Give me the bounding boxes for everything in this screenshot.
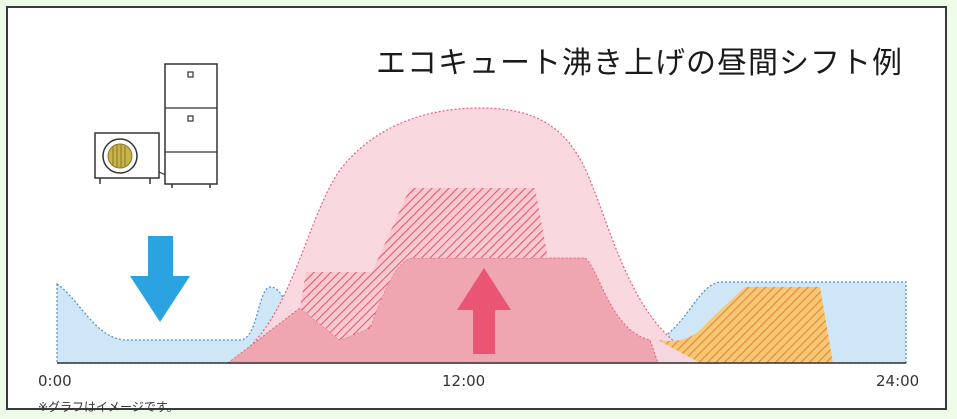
daytime-surplus-hatch — [300, 188, 548, 340]
shifted-heating-area — [226, 257, 659, 364]
diagram-title: エコキュート沸き上げの昼間シフト例 — [376, 46, 903, 81]
x-tick-end: 24:00 — [876, 372, 920, 390]
heat-pump-unit-icon — [94, 132, 169, 184]
footnote: ※グラフはイメージです。 — [38, 400, 179, 414]
evening-shift-hatch — [658, 287, 833, 363]
x-tick-mid: 12:00 — [442, 372, 486, 390]
down-arrow-icon — [130, 236, 190, 322]
up-arrow-icon — [457, 268, 511, 354]
storage-tank-icon — [164, 63, 218, 188]
x-tick-start: 0:00 — [38, 372, 72, 390]
